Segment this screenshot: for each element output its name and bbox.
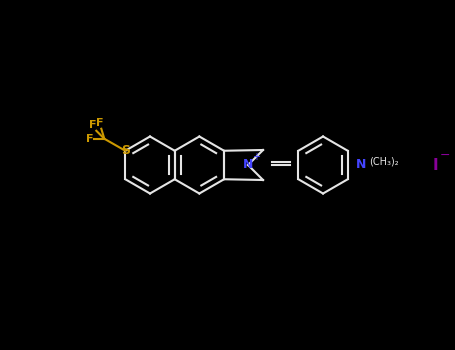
Text: F: F [86,134,93,144]
Text: F: F [89,120,96,130]
Text: (CH₃)₂: (CH₃)₂ [369,157,399,167]
Text: F: F [96,118,103,128]
Text: I: I [432,158,438,173]
Text: N: N [243,159,253,172]
Text: +: + [252,152,260,162]
Text: −: − [440,148,450,161]
Text: N: N [356,159,366,172]
Text: S: S [121,144,130,157]
